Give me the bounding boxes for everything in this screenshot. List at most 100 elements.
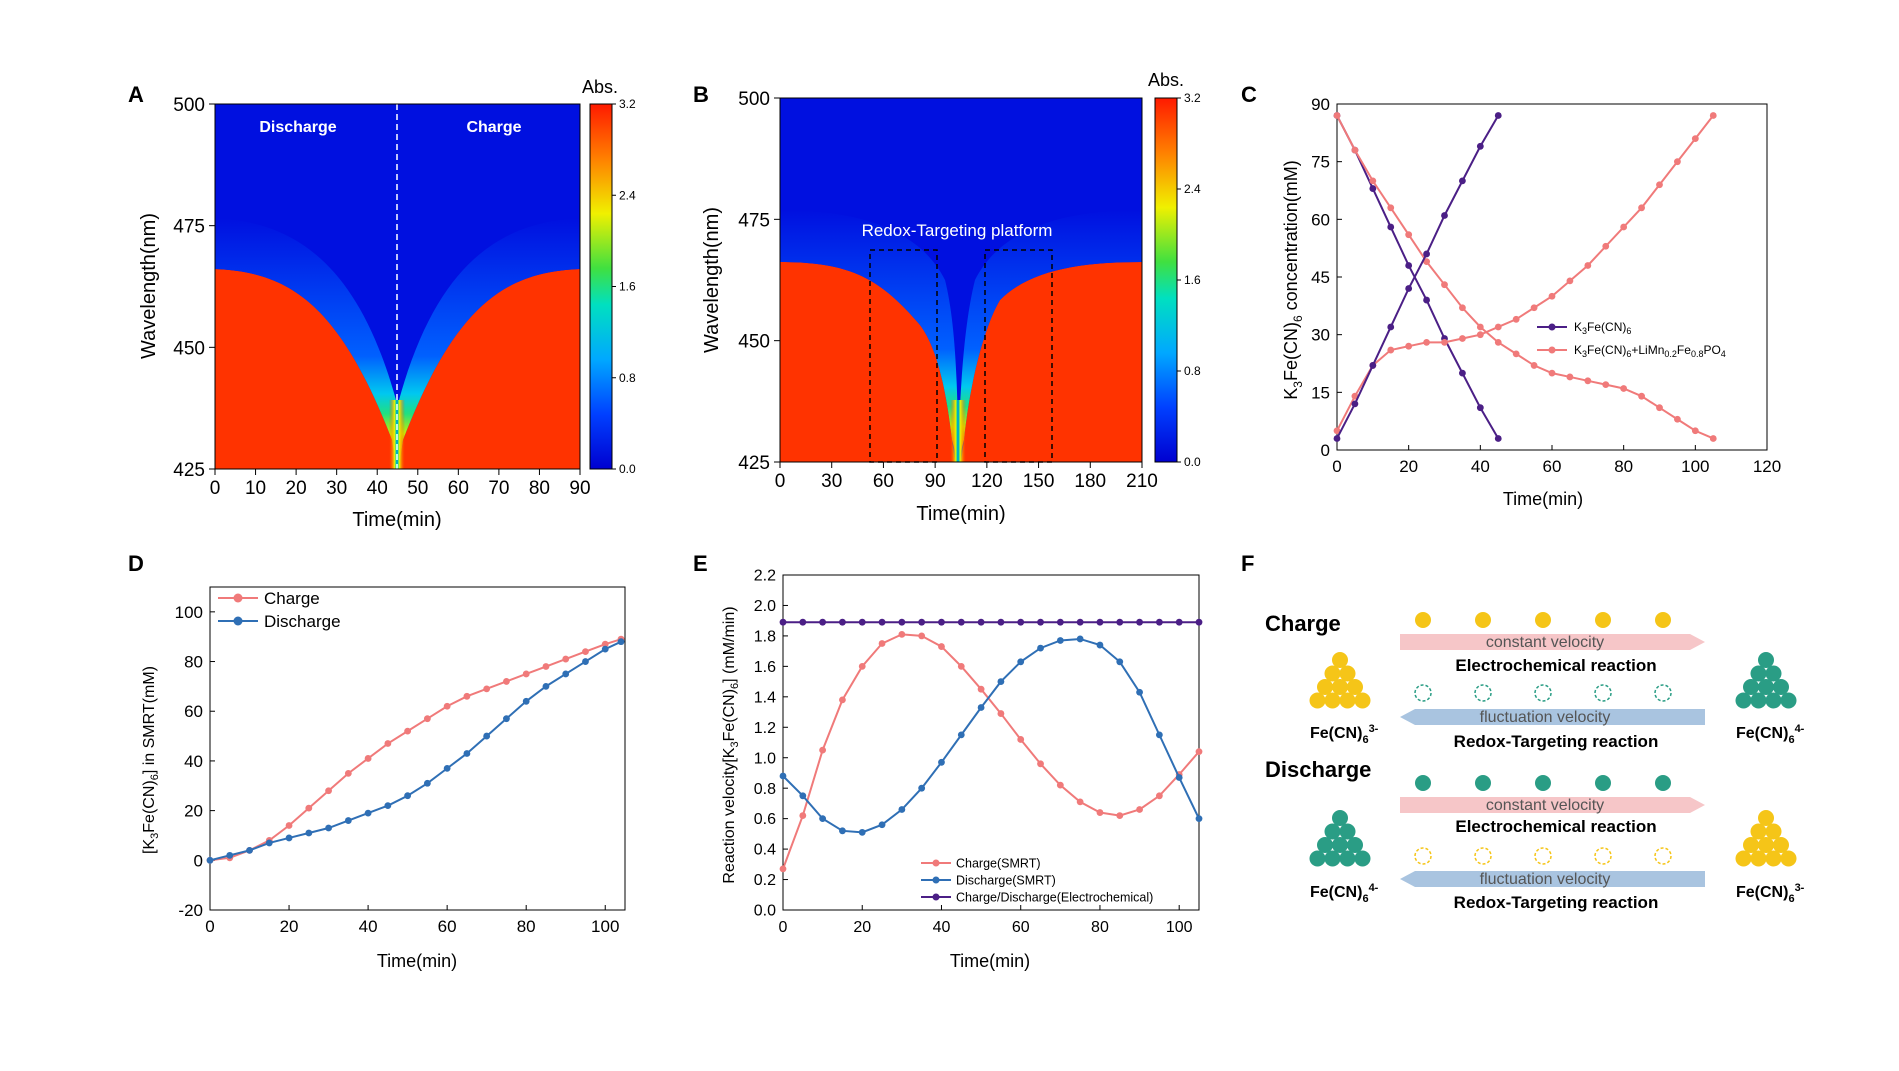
panel-label-f: F xyxy=(1241,551,1254,576)
axis-b: 0 30 60 90 120 150 180 210 425 450 475 500 xyxy=(738,89,1158,492)
series-point-2 xyxy=(1566,277,1574,285)
series-point-0 xyxy=(522,670,530,678)
ball xyxy=(1535,612,1551,628)
series-point-1 xyxy=(878,821,886,829)
f-discharge-title: Discharge xyxy=(1265,757,1371,782)
series-point-2 xyxy=(938,618,945,626)
f-charge-fluctuation-arrow xyxy=(1400,709,1705,725)
panel-label-c: C xyxy=(1241,82,1257,107)
x-tick-label: 120 xyxy=(971,471,1003,492)
f-discharge-fe3-label: Fe(CN)63- xyxy=(1736,882,1805,905)
series-point-2 xyxy=(1155,618,1163,626)
y-tick-label: 425 xyxy=(173,460,205,481)
x-tick-label: 40 xyxy=(359,917,378,936)
pyramid-ball xyxy=(1339,850,1356,867)
series-point-3 xyxy=(1351,400,1359,408)
pyramid-ball xyxy=(1750,823,1767,840)
y-tick-label: 475 xyxy=(173,217,205,238)
series-point-3 xyxy=(1459,177,1466,185)
series-point-0 xyxy=(1076,798,1084,806)
series-point-1 xyxy=(206,856,214,864)
y-tick-label: 475 xyxy=(738,210,770,231)
f-discharge-fluctuation-arrow xyxy=(1400,871,1705,887)
y-tick-label: 0.4 xyxy=(754,842,776,859)
panel-f: F Charge Discharge constant velocity Ele… xyxy=(1241,551,1805,912)
series-point-2 xyxy=(1116,618,1124,626)
series-point-1 xyxy=(1423,258,1430,266)
heatmap-b-plot: Redox-Targeting platform xyxy=(779,97,1143,463)
x-tick-label: 150 xyxy=(1023,471,1055,492)
ball xyxy=(1475,612,1491,628)
x-tick-label: 80 xyxy=(1091,919,1109,936)
pyramid-ball xyxy=(1743,837,1759,853)
series-point-2 xyxy=(1076,618,1084,626)
colorbar-tick-label: 1.6 xyxy=(1184,273,1201,287)
series-point-1 xyxy=(1096,641,1104,649)
x-tick-label: 0 xyxy=(779,919,788,936)
series-point-0 xyxy=(542,663,550,670)
heatmap-b-band-left xyxy=(780,210,958,462)
series-point-1 xyxy=(226,851,234,859)
series-point-1 xyxy=(423,779,431,787)
legend-c-k3fecn6: K3Fe(CN)6 xyxy=(1574,320,1631,336)
pyramid-ball xyxy=(1354,692,1371,709)
legend-e-label: Charge/Discharge(Electrochemical) xyxy=(956,891,1153,905)
y-tick-label: 15 xyxy=(1311,383,1330,402)
series-point-0 xyxy=(344,769,352,777)
pyramid-ball xyxy=(1735,692,1752,709)
series-line-1 xyxy=(782,637,1200,834)
series-point-0 xyxy=(463,692,471,700)
legend-e-marker xyxy=(932,876,940,884)
y-tick-label: 1.4 xyxy=(754,689,776,706)
pyramid-ball xyxy=(1743,679,1759,695)
legend-d: Charge Discharge xyxy=(218,589,341,631)
ylabel-b: Wavelength(nm) xyxy=(701,207,723,353)
annotation-discharge: Discharge xyxy=(259,119,336,136)
series-point-0 xyxy=(1037,760,1044,768)
series-point-0 xyxy=(1494,435,1502,442)
series-point-0 xyxy=(898,630,906,638)
series-point-1 xyxy=(1136,688,1143,696)
x-tick-label: 0 xyxy=(1332,457,1341,476)
pyramid-ball xyxy=(1324,850,1341,867)
series-point-1 xyxy=(1405,231,1413,239)
pyramid-ball xyxy=(1347,679,1363,695)
ball xyxy=(1415,775,1431,791)
series-point-1 xyxy=(1037,644,1044,652)
f-charge-title: Charge xyxy=(1265,611,1341,636)
x-tick-label: 80 xyxy=(517,917,536,936)
heatmap-a-plot: Discharge Charge xyxy=(214,103,581,470)
pyramid-ball xyxy=(1332,837,1348,853)
series-point-2 xyxy=(1584,262,1592,269)
series-point-3 xyxy=(1476,142,1484,150)
series-point-2 xyxy=(839,618,846,626)
legend-d-label: Charge xyxy=(264,589,320,608)
legend-e-marker xyxy=(932,893,940,901)
series-point-1 xyxy=(1195,815,1203,823)
panel-a: A Discharge Charge 0 10 20 30 40 50 60 70 80 90 42… xyxy=(128,77,636,531)
x-tick-label: 80 xyxy=(529,478,550,499)
legend-c: K3Fe(CN)6 K3Fe(CN)6+LiMn0.2Fe0.8PO4 xyxy=(1537,320,1726,359)
series-point-1 xyxy=(938,758,945,766)
series-point-0 xyxy=(1195,748,1203,756)
x-tick-label: 90 xyxy=(925,471,946,492)
series-point-1 xyxy=(997,678,1005,685)
y-tick-label: 500 xyxy=(173,95,205,116)
pyramid-ball xyxy=(1765,850,1782,867)
f-charge-dashed-balls xyxy=(1414,684,1672,702)
panel-d: D [K3Fe(CN)6] in SMRT(mM) Time(min) xyxy=(128,551,457,971)
series-point-0 xyxy=(285,822,293,829)
series-line-0 xyxy=(209,638,622,862)
f-discharge-dashed-balls xyxy=(1414,847,1672,865)
x-tick-label: 180 xyxy=(1074,471,1106,492)
y-tick-label: 40 xyxy=(184,752,203,771)
y-tick-label: 90 xyxy=(1311,95,1330,114)
series-point-2 xyxy=(1530,304,1538,312)
dashed-ball xyxy=(1594,684,1612,702)
f-charge-fluctuation-label: fluctuation velocity xyxy=(1480,709,1611,726)
series-point-1 xyxy=(483,732,491,740)
plot-frame xyxy=(209,586,626,911)
series-point-1 xyxy=(819,815,827,823)
pyramid-ball xyxy=(1765,823,1782,840)
